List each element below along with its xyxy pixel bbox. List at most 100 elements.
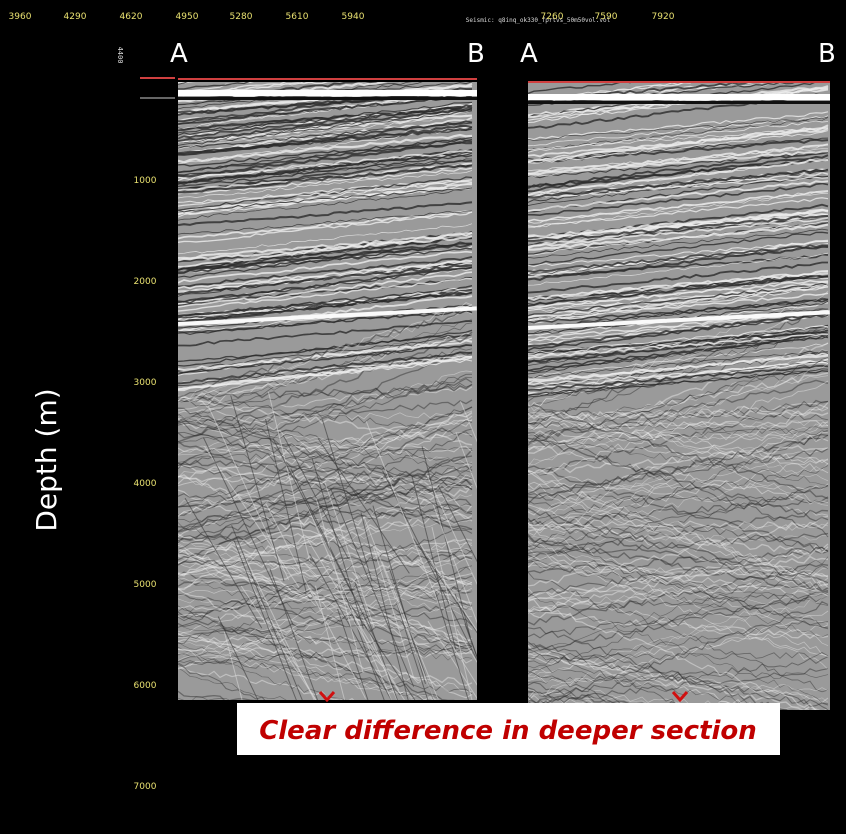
reflector bbox=[528, 314, 829, 352]
reflector bbox=[178, 266, 473, 303]
reflector bbox=[528, 434, 829, 505]
reflector bbox=[528, 286, 829, 324]
reflector bbox=[528, 370, 829, 432]
reflector bbox=[528, 555, 829, 599]
reflector bbox=[178, 646, 347, 700]
reflector bbox=[528, 214, 829, 242]
reflector bbox=[528, 670, 641, 710]
reflector bbox=[178, 232, 473, 268]
reflector bbox=[528, 648, 829, 708]
reflector bbox=[528, 482, 829, 490]
reflector bbox=[178, 291, 473, 317]
reflector bbox=[178, 445, 473, 453]
reflector bbox=[528, 620, 829, 665]
reflector bbox=[528, 465, 829, 522]
reflector bbox=[528, 275, 829, 306]
reflector bbox=[178, 150, 473, 179]
dipping-event bbox=[223, 632, 243, 700]
reflector bbox=[528, 471, 829, 516]
reflector bbox=[178, 415, 473, 517]
reflector bbox=[528, 534, 829, 543]
reflector bbox=[528, 579, 829, 702]
reflector bbox=[178, 141, 473, 178]
reflector bbox=[178, 486, 473, 532]
dipping-event bbox=[360, 512, 409, 700]
reflector bbox=[178, 93, 473, 126]
reflector bbox=[528, 591, 829, 613]
reflector bbox=[528, 438, 829, 464]
reflector bbox=[178, 406, 473, 508]
reflector bbox=[528, 380, 829, 476]
dipping-event bbox=[337, 608, 369, 700]
reflector bbox=[528, 309, 829, 341]
seafloor bbox=[528, 94, 830, 100]
dipping-event bbox=[454, 593, 477, 659]
seafloor bbox=[528, 101, 830, 104]
reflector bbox=[178, 126, 473, 155]
reflector bbox=[528, 572, 829, 614]
reflector bbox=[178, 376, 473, 444]
reflector bbox=[178, 541, 473, 636]
reflector bbox=[178, 533, 473, 604]
dipping-event bbox=[345, 597, 416, 700]
reflector bbox=[528, 176, 829, 199]
reflector bbox=[178, 407, 473, 507]
reflector bbox=[528, 652, 772, 710]
reflector bbox=[528, 379, 829, 443]
reflector bbox=[178, 181, 473, 207]
reflector bbox=[528, 546, 829, 614]
top-axis-label: 7920 bbox=[652, 12, 675, 22]
reflector bbox=[528, 223, 829, 251]
reflector bbox=[528, 240, 829, 268]
dipping-event bbox=[311, 457, 364, 629]
reflector bbox=[178, 646, 473, 659]
top-axis-label: 7590 bbox=[595, 12, 618, 22]
reflector bbox=[178, 250, 473, 284]
reflector bbox=[178, 538, 473, 576]
reflector bbox=[178, 575, 473, 619]
dipping-event bbox=[240, 585, 317, 700]
reflector bbox=[178, 542, 473, 618]
reflector bbox=[178, 554, 473, 653]
reflector bbox=[178, 580, 473, 610]
dipping-event bbox=[362, 618, 398, 700]
dipping-event bbox=[421, 446, 471, 638]
reflector bbox=[178, 555, 473, 646]
reflector bbox=[178, 82, 290, 95]
dipping-event bbox=[420, 544, 477, 632]
reflector bbox=[178, 653, 473, 695]
reflector bbox=[178, 410, 473, 517]
reflector bbox=[178, 449, 473, 561]
reflector bbox=[528, 558, 829, 638]
depth-tick-label: 1000 bbox=[134, 176, 157, 186]
reflector bbox=[178, 585, 473, 597]
reflector bbox=[178, 176, 473, 211]
reflector bbox=[178, 351, 473, 467]
reflector bbox=[178, 667, 355, 700]
reflector bbox=[178, 420, 473, 532]
dipping-event bbox=[265, 503, 367, 699]
reflector bbox=[178, 418, 473, 490]
reflector bbox=[178, 565, 473, 644]
dipping-event bbox=[443, 631, 477, 686]
reflector bbox=[178, 459, 473, 486]
reflector bbox=[178, 648, 437, 700]
reflector bbox=[178, 489, 473, 587]
annotation-box bbox=[237, 703, 780, 755]
reflector bbox=[528, 434, 829, 538]
depth-tick-label: 6000 bbox=[134, 681, 157, 691]
reflector bbox=[178, 223, 473, 255]
panel-label: A bbox=[170, 39, 188, 69]
dipping-event bbox=[272, 438, 354, 595]
reflector bbox=[178, 104, 473, 140]
reflector bbox=[178, 413, 473, 465]
reflector bbox=[528, 567, 829, 612]
reflector bbox=[528, 217, 829, 249]
reflector bbox=[528, 543, 829, 603]
reflector bbox=[528, 481, 829, 595]
reflector bbox=[178, 210, 473, 235]
reflector bbox=[528, 556, 829, 654]
depth-tick-label: 5000 bbox=[134, 580, 157, 590]
reflector bbox=[528, 488, 829, 583]
reflector bbox=[528, 526, 829, 647]
